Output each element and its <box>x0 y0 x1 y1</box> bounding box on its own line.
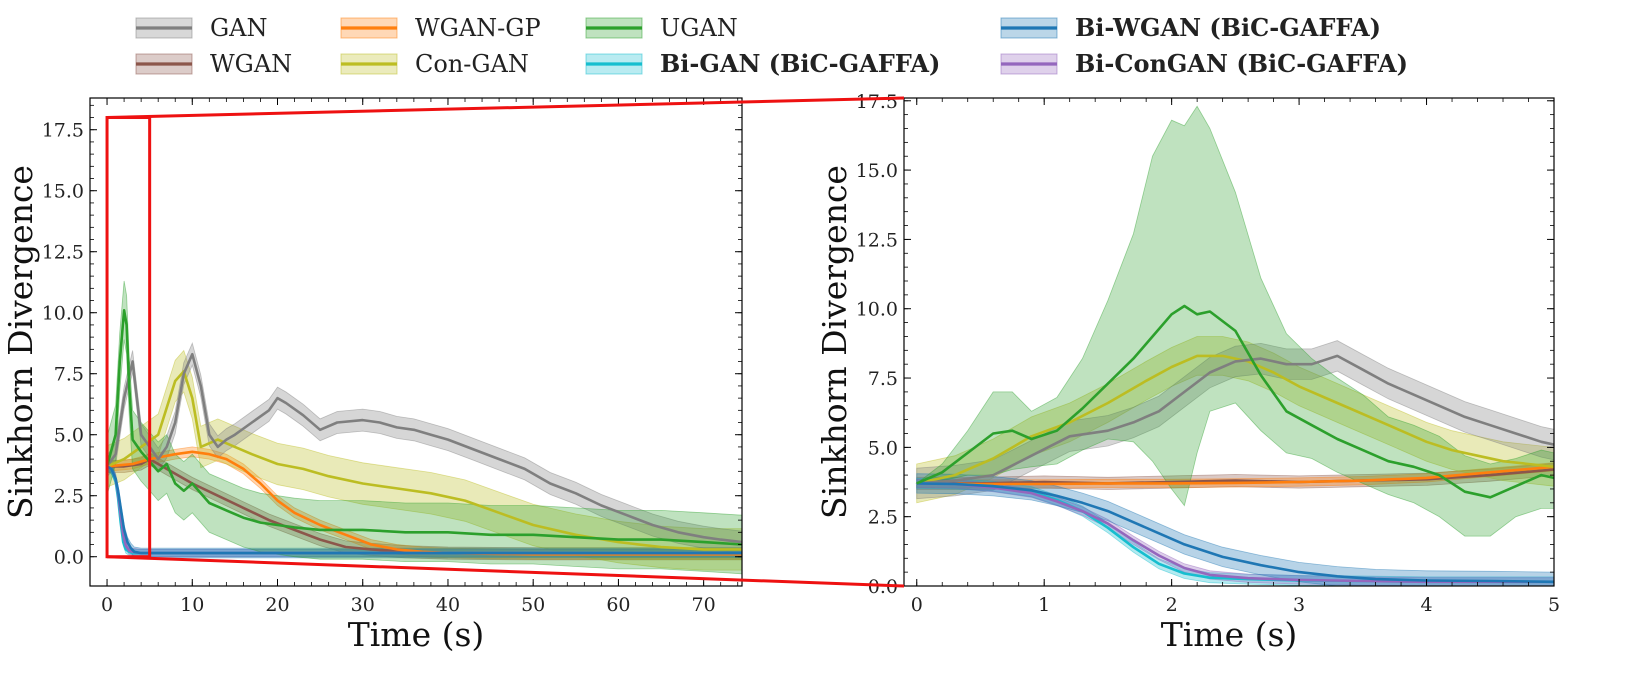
y-tick-label: 10.0 <box>856 299 898 321</box>
series-line-biwgan <box>916 482 1554 584</box>
y-axis: 0.0 2.5 5.0 7.5 10.0 12.5 15.0 17.5 <box>42 104 742 569</box>
y-tick-label: 10.0 <box>42 303 84 325</box>
series-line-congan <box>106 370 742 551</box>
y-tick-label: 0.0 <box>54 547 84 569</box>
x-axis: 0 1 2 3 4 5 <box>911 98 1560 616</box>
legend-entry-bicongan: Bi-ConGAN (BiC-GAFFA) <box>1000 49 1408 78</box>
band-ugan <box>106 280 742 575</box>
band-bicongan <box>916 478 1554 586</box>
x-tick-label: 20 <box>265 594 289 616</box>
y-axis-title: Sinkhorn Divergence <box>1 165 40 519</box>
x-axis-title: Time (s) <box>1161 615 1298 654</box>
legend-label: UGAN <box>660 14 738 42</box>
series-line-bicongan <box>916 482 1554 584</box>
legend-label: Bi-GAN (BiC-GAFFA) <box>660 49 940 78</box>
legend-entry-wgangp: WGAN-GP <box>340 14 541 42</box>
x-axis-title: Time (s) <box>348 615 485 654</box>
plot-area <box>915 105 1554 586</box>
x-tick-label: 30 <box>351 594 375 616</box>
y-axis: 0.0 2.5 5.0 7.5 10.0 12.5 15.0 17.5 <box>856 91 1554 598</box>
x-tick-label: 50 <box>521 594 545 616</box>
zoom-connector-top <box>107 96 905 120</box>
band-wgangp <box>106 446 742 560</box>
legend-entry-gan: GAN <box>135 14 268 42</box>
x-axis: 0 10 20 30 40 50 60 70 <box>89 98 739 616</box>
zoom-connector-bottom <box>106 555 905 588</box>
legend-label: Bi-WGAN (BiC-GAFFA) <box>1075 13 1381 42</box>
band-bigan <box>916 477 1554 586</box>
y-tick-label: 17.5 <box>856 91 898 113</box>
x-tick-label: 40 <box>436 594 460 616</box>
series-line-biwgan <box>106 465 742 555</box>
x-tick-label: 60 <box>606 594 630 616</box>
y-tick-label: 7.5 <box>54 364 84 386</box>
legend: GAN WGAN WGAN-GP Con-GAN UGAN Bi-GAN (BiC-GAF… <box>135 13 1408 78</box>
band-gan <box>106 341 742 554</box>
y-tick-label: 17.5 <box>42 120 84 142</box>
y-tick-label: 7.5 <box>868 368 898 390</box>
legend-entry-congan: Con-GAN <box>340 50 529 78</box>
x-tick-label: 5 <box>1548 594 1560 616</box>
x-tick-label: 0 <box>101 594 113 616</box>
series-line-ugan <box>916 304 1554 499</box>
band-congan <box>916 336 1554 504</box>
legend-entry-biwgan: Bi-WGAN (BiC-GAFFA) <box>1000 13 1381 42</box>
y-tick-label: 12.5 <box>42 242 84 264</box>
zoom-connector-lines <box>106 96 905 588</box>
series-line-wgan <box>916 468 1554 485</box>
x-tick-label: 2 <box>1166 594 1178 616</box>
y-tick-label: 15.0 <box>42 181 84 203</box>
series-line-ugan <box>105 309 742 546</box>
series-line-wgangp <box>916 465 1554 486</box>
x-tick-label: 4 <box>1421 594 1433 616</box>
legend-entry-bigan: Bi-GAN (BiC-GAFFA) <box>585 49 940 78</box>
y-tick-label: 2.5 <box>54 486 84 508</box>
x-tick-label: 3 <box>1293 594 1305 616</box>
legend-entry-ugan: UGAN <box>585 14 738 42</box>
band-gan <box>916 340 1554 500</box>
x-tick-label: 70 <box>692 594 716 616</box>
legend-label: GAN <box>210 14 268 42</box>
series-line-gan <box>105 352 742 544</box>
legend-label: Bi-ConGAN (BiC-GAFFA) <box>1075 49 1408 78</box>
series-line-congan <box>916 354 1554 485</box>
plot-frame <box>903 97 1555 587</box>
y-tick-label: 2.5 <box>868 507 898 529</box>
y-tick-label: 5.0 <box>54 425 84 447</box>
y-tick-label: 15.0 <box>856 160 898 182</box>
x-tick-label: 10 <box>180 594 204 616</box>
legend-label: WGAN <box>210 50 292 78</box>
legend-label: WGAN-GP <box>415 14 541 42</box>
legend-label: Con-GAN <box>415 50 529 78</box>
plot-frame <box>89 97 743 587</box>
legend-entry-wgan: WGAN <box>135 50 292 78</box>
series-line-gan <box>916 354 1554 485</box>
y-tick-label: 0.0 <box>868 576 898 598</box>
y-tick-label: 5.0 <box>868 437 898 459</box>
y-tick-label: 12.5 <box>856 229 898 251</box>
y-axis-title: Sinkhorn Divergence <box>815 165 854 519</box>
panel-full-timeline: 0 10 20 30 40 50 60 70 0.0 2.5 5.0 7.5 10.0 12.5 15.0 1… <box>1 97 743 654</box>
x-tick-label: 0 <box>911 594 923 616</box>
x-tick-label: 1 <box>1038 594 1050 616</box>
plot-area <box>105 280 742 575</box>
panel-zoom-detail: 0 1 2 3 4 5 0.0 2.5 5.0 7.5 10.0 12.5 15.0 17.5 Time (… <box>815 91 1560 654</box>
